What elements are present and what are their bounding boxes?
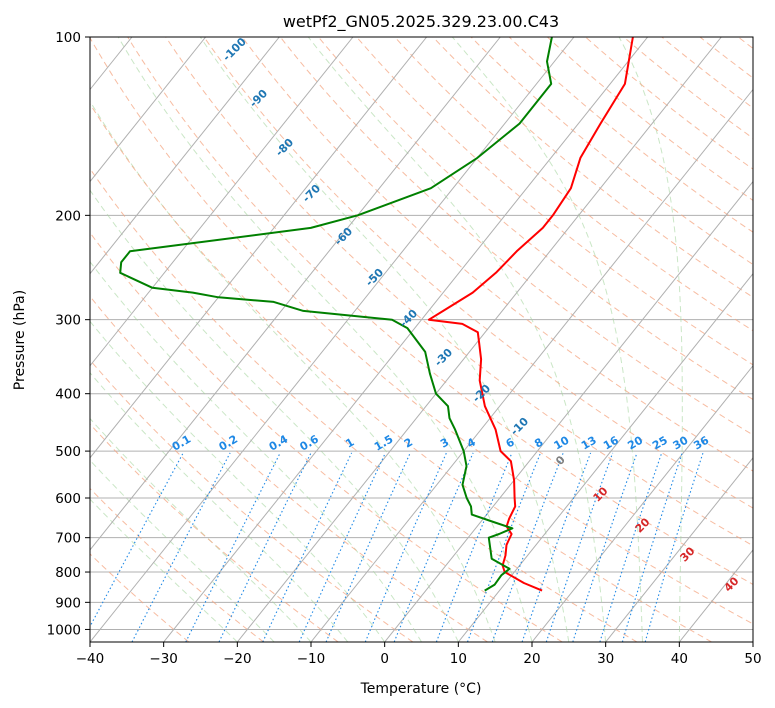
isotherm-line (90, 37, 207, 183)
mixing-ratio-line (185, 452, 281, 642)
mixing-ratio-line (262, 452, 353, 642)
mixing-ratio-line (298, 452, 386, 642)
y-tick-label: 600 (55, 491, 81, 507)
y-tick-label: 700 (55, 531, 81, 547)
mixing-ratio-line (466, 452, 542, 642)
moist-adiabat (90, 459, 275, 642)
moist-adiabat (117, 37, 533, 642)
mixing-ratio-line (621, 452, 683, 642)
dry-adiabat (318, 37, 753, 401)
moist-adiabat (90, 372, 349, 642)
isotherm-line (90, 37, 428, 459)
mixing-ratio-line (218, 452, 312, 642)
y-tick-label: 800 (55, 565, 81, 581)
plot-frame (89, 36, 754, 643)
mixing-ratio-line (545, 452, 614, 642)
mixing-ratio-line (599, 452, 663, 642)
dry-adiabat (203, 37, 753, 509)
dry-adiabat (90, 295, 488, 642)
x-axis: −40 −30 −20 −10 0 10 20 30 40 50 (76, 642, 762, 667)
dry-adiabat (432, 37, 753, 298)
y-tick-label: 100 (55, 30, 81, 46)
y-tick-label: 200 (55, 208, 81, 224)
plot-contents (0, 37, 753, 642)
x-tick-label: −20 (223, 651, 252, 667)
mixing-ratio-line (491, 452, 564, 642)
x-tick-label: −40 (76, 651, 105, 667)
isotherm-line (457, 272, 753, 642)
dry-adiabat (279, 37, 753, 436)
isotherm-line (90, 37, 280, 275)
mixing-ratio-line (572, 452, 638, 642)
x-tick-label: 50 (744, 651, 761, 667)
moist-adiabat (90, 320, 386, 642)
temperature-line (427, 37, 634, 592)
dry-adiabat (165, 37, 753, 547)
moist-adiabat (307, 37, 607, 642)
dry-adiabat (90, 103, 712, 642)
mixing-ratio-line (325, 452, 411, 642)
isotherm-line (752, 641, 753, 642)
isotherm-line (163, 37, 649, 642)
y-tick-label: 300 (55, 313, 81, 329)
isotherm-line (605, 457, 753, 642)
moist-adiabat (90, 260, 422, 642)
mixing-ratio-line (644, 452, 704, 642)
y-axis-label: Pressure (hPa) (12, 290, 28, 390)
x-tick-label: 0 (380, 651, 389, 667)
dry-adiabat (90, 423, 339, 642)
moist-adiabat (90, 189, 459, 642)
x-tick-label: 20 (523, 651, 540, 667)
plot-background (90, 37, 753, 642)
isotherm-line (310, 88, 753, 642)
chart-title: wetPf2_GN05.2025.329.23.00.C43 (283, 12, 559, 32)
y-axis: 1000 900 800 700 600 500 400 300 200 100 (47, 30, 90, 638)
isotherm-line (90, 37, 575, 642)
dry-adiabat (470, 37, 753, 266)
mixing-ratio-line (521, 452, 592, 642)
x-tick-label: 10 (450, 651, 467, 667)
moist-adiabat (90, 100, 496, 642)
y-tick-label: 500 (55, 444, 81, 460)
y-tick-label: 400 (55, 387, 81, 403)
isotherm-line (90, 37, 501, 551)
sounding-series (119, 37, 634, 592)
isotherms (0, 37, 753, 642)
dry-adiabat (90, 231, 563, 642)
moist-adiabat (90, 498, 238, 642)
mixing-ratio-lines (90, 452, 704, 642)
mixing-ratio-line (131, 452, 231, 642)
y-tick-label: 1000 (47, 622, 81, 638)
x-tick-label: 30 (597, 651, 614, 667)
dry-adiabat (90, 37, 753, 625)
isotherm-line (0, 37, 58, 642)
moist-adiabat (451, 37, 643, 642)
moist-adiabat (199, 37, 570, 642)
x-axis-label: Temperature (°C) (360, 681, 482, 697)
dry-adiabats (90, 37, 753, 642)
plot-area (90, 37, 753, 642)
dewpoint-line (119, 37, 553, 592)
x-tick-label: 40 (671, 651, 688, 667)
y-tick-label: 900 (55, 595, 81, 611)
isotherm-line (384, 180, 753, 642)
isotherm-line (531, 364, 753, 642)
x-tick-label: −10 (297, 651, 326, 667)
dry-adiabat (508, 37, 753, 233)
mixing-ratio-line (435, 452, 513, 642)
isotherm-line (90, 37, 354, 367)
x-tick-label: −30 (149, 651, 178, 667)
